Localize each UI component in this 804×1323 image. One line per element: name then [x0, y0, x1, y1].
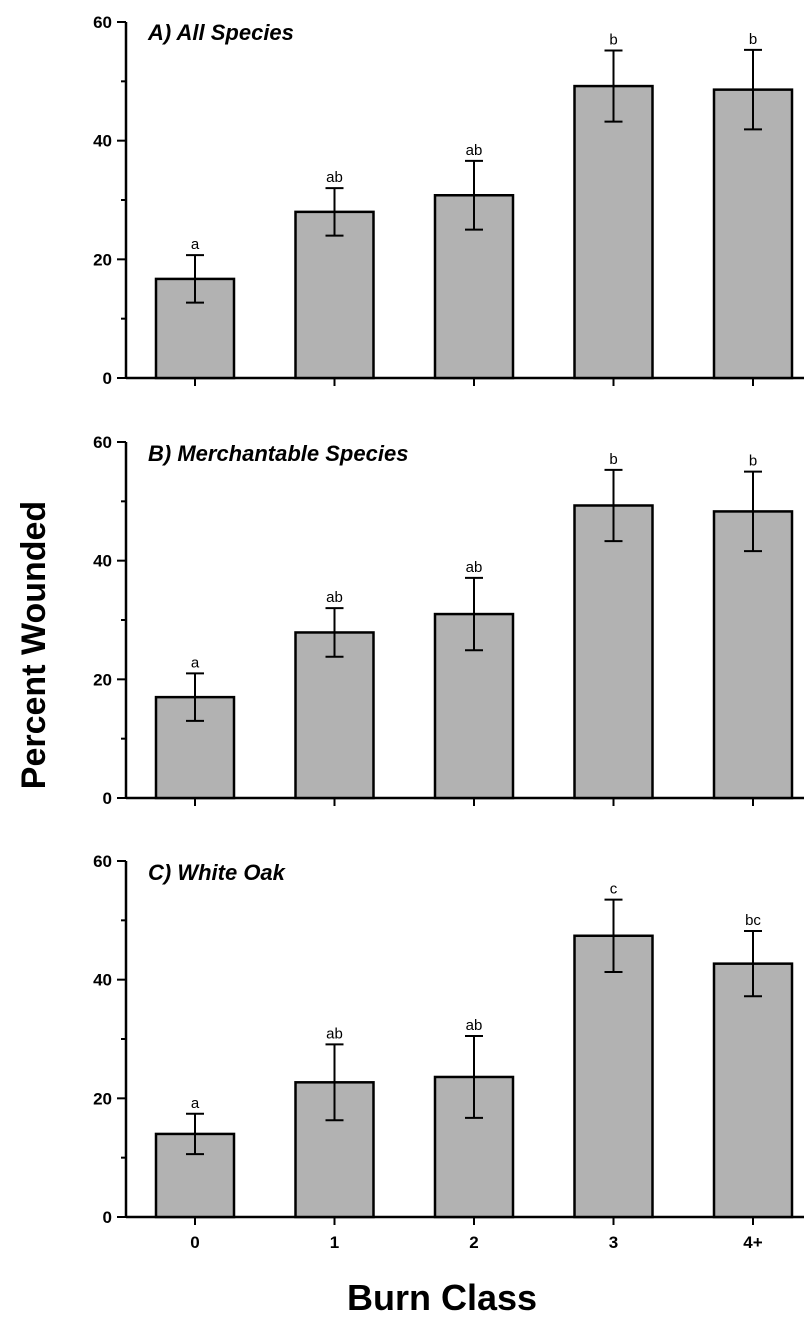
panel-title: A) All Species — [147, 20, 294, 45]
significance-letter: ab — [466, 142, 483, 159]
panel-title: B) Merchantable Species — [148, 441, 408, 466]
panel-title: C) White Oak — [148, 860, 287, 885]
y-tick-label: 20 — [93, 1089, 112, 1108]
significance-letter: b — [749, 453, 757, 470]
significance-letter: ab — [466, 559, 483, 576]
significance-letter: ab — [326, 1025, 343, 1042]
x-tick-label: 3 — [609, 1233, 618, 1252]
significance-letter: ab — [466, 1017, 483, 1034]
y-tick-label: 0 — [103, 1208, 112, 1227]
significance-letter: b — [609, 31, 617, 48]
bar — [294, 631, 375, 800]
x-tick-label: 0 — [190, 1233, 199, 1252]
y-tick-label: 0 — [103, 369, 112, 388]
y-tick-label: 40 — [93, 552, 112, 571]
bar — [712, 962, 794, 1219]
y-tick-label: 60 — [93, 852, 112, 871]
bar — [573, 84, 654, 380]
y-tick-label: 40 — [93, 971, 112, 990]
y-tick-label: 0 — [103, 789, 112, 808]
y-tick-label: 20 — [93, 250, 112, 269]
significance-letter: ab — [326, 589, 343, 606]
significance-letter: a — [191, 236, 200, 253]
bar — [712, 88, 794, 380]
bar — [294, 210, 375, 380]
significance-letter: bc — [745, 912, 761, 929]
x-tick-label: 2 — [469, 1233, 478, 1252]
y-tick-label: 60 — [93, 13, 112, 32]
x-axis-label: Burn Class — [347, 1277, 537, 1318]
panel-a: A) All Species 0 20 40 60 a ab ab b b — [93, 13, 804, 388]
panel-c: C) White Oak 0 20 40 60 a 0 ab 1 ab 2 c 3 bc 4+ — [93, 852, 804, 1252]
panel-b: B) Merchantable Species 0 20 40 60 a ab ab b b — [93, 433, 804, 808]
x-tick-label: 4+ — [743, 1233, 762, 1252]
y-tick-label: 60 — [93, 433, 112, 452]
significance-letter: b — [609, 451, 617, 468]
y-tick-label: 40 — [93, 132, 112, 151]
bar — [712, 510, 794, 800]
significance-letter: c — [610, 881, 618, 898]
y-tick-label: 20 — [93, 670, 112, 689]
x-tick-label: 1 — [330, 1233, 339, 1252]
y-axis-label: Percent Wounded — [15, 501, 53, 789]
bar — [573, 504, 654, 800]
significance-letter: b — [749, 31, 757, 48]
bar — [573, 934, 654, 1219]
significance-letter: a — [191, 1095, 200, 1112]
significance-letter: ab — [326, 169, 343, 186]
significance-letter: a — [191, 654, 200, 671]
